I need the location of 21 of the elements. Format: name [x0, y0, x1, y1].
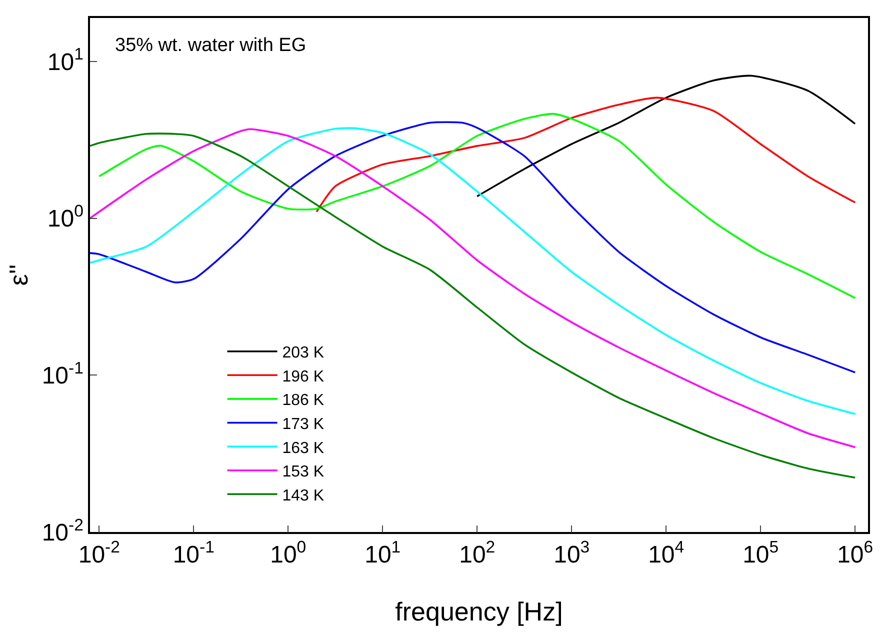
legend-label: 163 K: [282, 440, 324, 457]
legend-label: 143 K: [282, 487, 324, 504]
annotation: 35% wt. water with EG: [115, 35, 306, 56]
y-tick-label: 10$^{-1}$: [42, 358, 84, 390]
x-tick-label: 10$^{4}$: [648, 537, 684, 569]
y-axis-title: ε'': [4, 264, 34, 286]
x-axis-title: frequency [Hz]: [395, 596, 563, 626]
y-tick-label: 10$^{0}$: [47, 202, 84, 233]
x-tick-label: 10$^{-1}$: [172, 537, 214, 569]
legend-label: 173 K: [282, 416, 324, 433]
legend-label: 186 K: [282, 392, 324, 410]
x-tick-label: 10$^{1}$: [364, 537, 401, 569]
y-tick-label: 10$^{1}$: [47, 44, 84, 76]
x-tick-label: 10$^{3}$: [554, 537, 590, 569]
legend-label: 203 K: [282, 344, 324, 362]
x-tick-label: 10$^{0}$: [270, 537, 306, 569]
x-tick-label: 10$^{2}$: [459, 537, 496, 569]
legend-label: 153 K: [282, 464, 324, 481]
x-tick-label: 10$^{6}$: [837, 537, 874, 569]
x-tick-label: 10$^{5}$: [742, 537, 779, 569]
legend-label: 196 K: [282, 368, 324, 386]
